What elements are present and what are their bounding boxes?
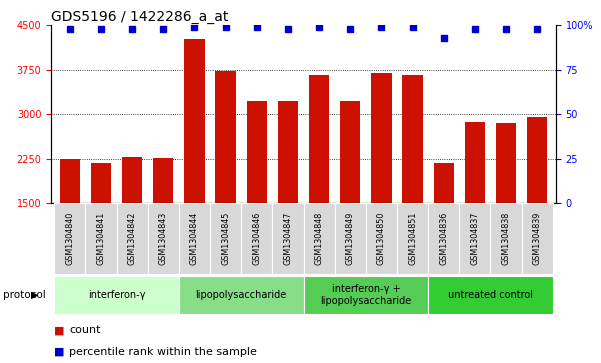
Bar <box>335 203 366 274</box>
Text: count: count <box>69 325 100 335</box>
Bar <box>59 159 80 292</box>
Bar <box>246 101 267 292</box>
Text: GDS5196 / 1422286_a_at: GDS5196 / 1422286_a_at <box>51 11 228 24</box>
Text: GSM1304843: GSM1304843 <box>159 212 168 265</box>
Text: GSM1304838: GSM1304838 <box>502 212 511 265</box>
Text: ▶: ▶ <box>31 290 38 300</box>
Bar <box>117 203 148 274</box>
Bar <box>397 203 428 274</box>
Bar <box>522 203 553 274</box>
Bar <box>148 203 179 274</box>
Text: GSM1304850: GSM1304850 <box>377 212 386 265</box>
Bar <box>272 203 304 274</box>
Text: GSM1304837: GSM1304837 <box>471 212 480 265</box>
Text: GSM1304839: GSM1304839 <box>532 212 542 265</box>
Text: protocol: protocol <box>3 290 46 300</box>
Bar <box>241 203 272 274</box>
Text: GSM1304846: GSM1304846 <box>252 212 261 265</box>
Bar <box>179 203 210 274</box>
Text: GSM1304849: GSM1304849 <box>346 212 355 265</box>
Bar <box>309 75 329 292</box>
Bar <box>304 203 335 274</box>
Text: interferon-γ: interferon-γ <box>88 290 145 300</box>
Bar <box>122 157 142 292</box>
Bar <box>459 203 490 274</box>
Text: GSM1304841: GSM1304841 <box>96 212 105 265</box>
Bar <box>371 73 391 292</box>
Text: GSM1304840: GSM1304840 <box>66 212 75 265</box>
Bar <box>185 39 204 292</box>
Text: ■: ■ <box>54 325 64 335</box>
Bar <box>527 117 548 292</box>
Bar <box>179 276 304 314</box>
Bar <box>496 123 516 292</box>
Text: GSM1304847: GSM1304847 <box>284 212 293 265</box>
Bar <box>54 276 179 314</box>
Text: GSM1304845: GSM1304845 <box>221 212 230 265</box>
Text: GSM1304836: GSM1304836 <box>439 212 448 265</box>
Text: GSM1304842: GSM1304842 <box>127 212 136 265</box>
Text: ■: ■ <box>54 347 64 357</box>
Text: untreated control: untreated control <box>448 290 533 300</box>
Bar <box>85 203 117 274</box>
Bar <box>340 101 361 292</box>
Text: interferon-γ +
lipopolysaccharide: interferon-γ + lipopolysaccharide <box>320 284 412 306</box>
Bar <box>304 276 428 314</box>
Bar <box>366 203 397 274</box>
Bar <box>216 71 236 292</box>
Bar <box>153 158 174 292</box>
Bar <box>428 276 553 314</box>
Text: lipopolysaccharide: lipopolysaccharide <box>195 290 287 300</box>
Bar <box>465 122 485 292</box>
Bar <box>490 203 522 274</box>
Bar <box>210 203 241 274</box>
Bar <box>403 75 423 292</box>
Text: GSM1304848: GSM1304848 <box>314 212 323 265</box>
Bar <box>428 203 459 274</box>
Text: GSM1304844: GSM1304844 <box>190 212 199 265</box>
Text: percentile rank within the sample: percentile rank within the sample <box>69 347 257 357</box>
Bar <box>278 101 298 292</box>
Bar <box>54 203 85 274</box>
Bar <box>433 163 454 292</box>
Text: GSM1304851: GSM1304851 <box>408 212 417 265</box>
Bar <box>91 163 111 292</box>
